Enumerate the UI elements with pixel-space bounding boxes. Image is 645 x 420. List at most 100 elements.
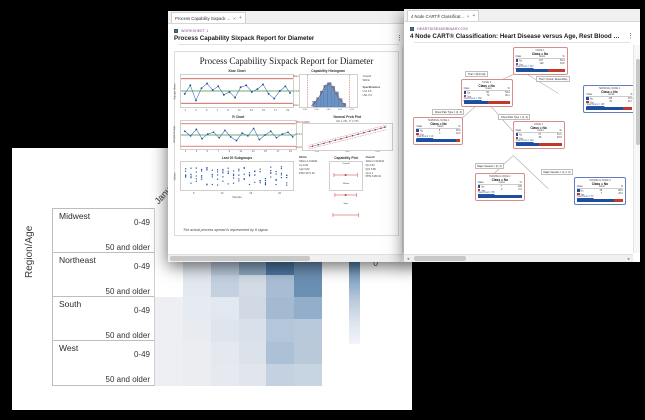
cart-tree-node[interactable]: NODE 3 Class = No Class Count% No 73 51.4 Yes 69… xyxy=(512,121,565,149)
cart-node-total: Total Count = 10 xyxy=(416,136,434,139)
heatmap-cell xyxy=(238,274,267,297)
close-icon[interactable]: × xyxy=(466,13,470,19)
panel-title: Last 20 Subgroups xyxy=(221,156,253,160)
heatmap-cell xyxy=(238,297,267,320)
cart-tree-node[interactable]: TERMINAL NODE 1 Class = No Class Count% No 9 9… xyxy=(413,117,464,145)
normal-prob-x-ticks: 0.560.600.64 xyxy=(302,151,393,153)
cart-node-total: Total Count = 152 xyxy=(463,98,482,101)
cart-node-row: No 28 80.0 xyxy=(576,189,623,193)
cart-node-row: Yes 1 10.0 xyxy=(416,132,460,136)
cart-node-total: Total Count = 85 xyxy=(477,192,495,195)
xbar-series xyxy=(181,78,293,104)
heatmap-cell xyxy=(266,274,295,297)
capability-plot-chart: Capability Plot Overall Within xyxy=(329,156,363,217)
cart-node-bar xyxy=(515,143,562,146)
cart-node-id: NODE 3 xyxy=(534,123,543,126)
scrollbar-thumb[interactable] xyxy=(170,256,310,261)
scrollbar-thumb[interactable] xyxy=(413,256,466,261)
cart-vertical-scrollbar[interactable] xyxy=(633,45,640,253)
heatmap-cell xyxy=(155,297,183,320)
heatmap-cell xyxy=(182,341,211,364)
overall-title: Overall xyxy=(365,156,375,159)
cart-node-id: TERMINAL NODE 4 xyxy=(598,87,621,90)
plus-icon[interactable]: + xyxy=(238,15,242,21)
heatmap-cell xyxy=(294,341,322,364)
cart-node-total: Total Count = 297 xyxy=(515,66,534,69)
last20-x-ticks: 5 10 15 20 xyxy=(192,191,282,195)
sixpack-tab-strip[interactable]: Process Capability Sixpack ... × + xyxy=(168,11,409,24)
heatmap-age-label: 0-49 xyxy=(133,262,150,271)
cart-split-label: Major Vessels = (0, 4) xyxy=(474,163,505,169)
heatmap-cell xyxy=(155,363,183,386)
cart-split-label: Chest Pain Type = (2, 3) xyxy=(432,109,465,115)
class-swatch-blue xyxy=(586,97,589,100)
cart-header: HEARTDISEASEBINARY.CSV 4 Node CART® Clas… xyxy=(404,22,640,45)
cart-classification-window[interactable]: 4 Node CART® Classificat... × + HEARTDIS… xyxy=(404,9,640,262)
xbar-y-axis-label: Sample Mean xyxy=(173,82,177,100)
within-cp: Cp 0.90 xyxy=(299,163,309,167)
class-swatch-red xyxy=(477,188,481,192)
class-swatch-red xyxy=(515,62,519,66)
cart-node-class: Class = No xyxy=(531,52,549,56)
cart-node-row: No 73 51.4 xyxy=(515,133,562,137)
sixpack-page-title: Process Capability Sixpack Report for Di… xyxy=(174,35,315,42)
plus-icon[interactable]: + xyxy=(472,13,476,19)
cart-tree-node[interactable]: TERMINAL NODE 4 Class = No Class Count% No 11… xyxy=(583,85,636,113)
heatmap-age-label: 50 and older xyxy=(105,287,150,296)
cart-tree-node[interactable]: TERMINAL NODE 3 Class = No Class Count% No 28… xyxy=(573,177,626,205)
cart-node-row: No 7 100 xyxy=(477,185,522,189)
cart-node-table-header: Class Count% xyxy=(576,186,623,189)
more-options-icon[interactable]: ⋮ xyxy=(627,32,634,40)
cart-node-class: Class = No xyxy=(430,122,447,126)
last20-x-axis-label: Sample xyxy=(232,194,242,199)
heatmap-row-labels: Midwest 0-49 50 and older Northeast 0-49… xyxy=(52,208,154,386)
tab-sixpack-report[interactable]: Process Capability Sixpack ... × + xyxy=(171,12,246,23)
cart-node-total: Total Count = 145 xyxy=(586,104,605,107)
heatmap-cell xyxy=(266,341,295,364)
normal-prob-series xyxy=(308,124,387,149)
heatmap-age-label: 50 and older xyxy=(105,331,150,340)
close-icon[interactable]: × xyxy=(233,15,236,21)
last-20-scatter xyxy=(185,166,288,186)
scrollbar-thumb[interactable] xyxy=(635,59,640,145)
spec-usl: USL 0.6 xyxy=(362,93,372,97)
heatmap-cell xyxy=(238,363,267,386)
cart-node-id: TERMINAL NODE 1 xyxy=(427,119,450,122)
class-swatch-blue xyxy=(416,129,420,132)
heatmap-age-label: 50 and older xyxy=(105,243,150,252)
heatmap-cell xyxy=(294,319,322,342)
cart-node-id: TERMINAL NODE 2 xyxy=(489,175,511,178)
tab-cart-classification[interactable]: 4 Node CART® Classificat... × + xyxy=(407,10,480,21)
worksheet-icon xyxy=(174,28,178,33)
cart-tree-node[interactable]: TERMINAL NODE 2 Class = No Class Count% No 7 1… xyxy=(474,173,525,201)
chevron-left-icon[interactable]: ◄ xyxy=(406,256,410,261)
tab-label: 4 Node CART® Classificat... xyxy=(411,13,464,19)
cart-tree-node[interactable]: NODE 2 Class = No Class Count% No 82 53.9 Yes 70… xyxy=(460,79,513,107)
sixpack-report-window[interactable]: Process Capability Sixpack ... × + WORKS… xyxy=(168,11,409,262)
heatmap-age-label: 50 and older xyxy=(105,375,150,384)
panel-title: R Chart xyxy=(232,114,245,119)
chevron-right-icon[interactable]: ► xyxy=(627,256,631,261)
cart-tree-node[interactable]: NODE 1 Class = No Class Count% No 197 66.4 Yes 1… xyxy=(512,47,568,75)
cart-node-bar xyxy=(416,139,461,142)
r-chart-y-axis-label: Sample Range xyxy=(173,125,177,144)
spec-title: Specifications xyxy=(362,85,381,89)
more-options-icon[interactable]: ⋮ xyxy=(396,34,403,42)
class-swatch-blue xyxy=(477,185,481,188)
cart-node-bar xyxy=(477,195,522,198)
cart-dataset-name: HEARTDISEASEBINARY.CSV xyxy=(417,26,469,31)
cart-split-label: Thal = (Normal) xyxy=(465,71,488,77)
capability-plot-row-spec: Spec xyxy=(343,203,349,205)
heatmap-cell xyxy=(182,274,211,297)
xbar-center: X=0.6080 xyxy=(293,90,321,93)
cart-tab-strip[interactable]: 4 Node CART® Classificat... × + xyxy=(404,9,640,22)
class-swatch-blue xyxy=(463,91,467,94)
heatmap-age-label: 0-49 xyxy=(133,218,150,227)
heatmap-cell xyxy=(210,319,239,342)
heatmap-cell xyxy=(266,319,295,342)
capability-plot-row-within: Within xyxy=(342,183,350,185)
class-swatch-blue xyxy=(515,59,519,62)
cart-horizontal-scrollbar[interactable]: ◄ ► xyxy=(404,254,633,262)
cart-node-bar xyxy=(576,199,623,202)
sixpack-horizontal-scrollbar[interactable] xyxy=(168,254,402,262)
